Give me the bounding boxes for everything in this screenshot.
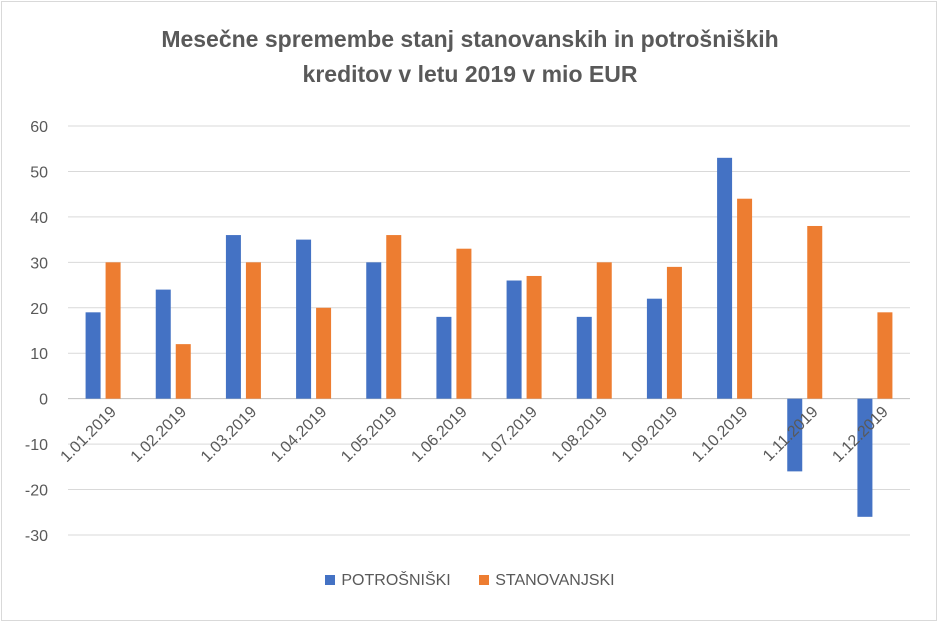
bar-potrosniski [155, 289, 171, 399]
y-tick-label: -10 [25, 437, 48, 454]
x-tick-label: 1.06.2019 [408, 403, 470, 465]
x-tick-label: 1.10.2019 [689, 403, 751, 465]
y-tick-label: 20 [30, 301, 48, 318]
legend-swatch [479, 575, 490, 585]
bar-potrosniski [717, 157, 733, 399]
bar-potrosniski [787, 398, 803, 472]
bar-potrosniski [576, 316, 592, 399]
x-tick-label: 1.09.2019 [619, 403, 681, 465]
y-tick-label: 40 [30, 210, 48, 227]
chart-title: Mesečne spremembe stanj stanovanskih in … [0, 22, 940, 92]
bar-stanovanjski [526, 275, 542, 399]
bar-potrosniski [296, 239, 312, 399]
bar-stanovanjski [386, 235, 402, 399]
legend: POTROŠNIŠKI STANOVANJSKI [0, 572, 940, 590]
bar-stanovanjski [807, 225, 823, 399]
y-tick-label: 50 [30, 164, 48, 181]
bar-potrosniski [366, 262, 382, 399]
bar-stanovanjski [105, 262, 121, 399]
x-tick-label: 1.05.2019 [338, 403, 400, 465]
y-tick-label: 60 [30, 119, 48, 136]
bar-stanovanjski [316, 307, 332, 399]
legend-label: STANOVANJSKI [495, 572, 615, 589]
x-tick-label: 1.07.2019 [479, 403, 541, 465]
bar-potrosniski [225, 235, 241, 399]
y-tick-label: 0 [39, 392, 48, 409]
chart-title-line-2: kreditov v letu 2019 v mio EUR [302, 61, 638, 87]
chart-title-line-1: Mesečne spremembe stanj stanovanskih in … [161, 26, 779, 52]
x-tick-label: 1.02.2019 [128, 403, 190, 465]
bar-stanovanjski [596, 262, 612, 399]
x-tick-label: 1.01.2019 [58, 403, 120, 465]
y-tick-label: -20 [25, 483, 48, 500]
legend-label: POTROŠNIŠKI [341, 572, 451, 589]
y-tick-label: 30 [30, 255, 48, 272]
legend-item-potrosniski: POTROŠNIŠKI [325, 572, 451, 590]
y-tick-label: -30 [25, 528, 48, 545]
bar-stanovanjski [245, 262, 261, 399]
bar-stanovanjski [877, 312, 893, 399]
bar-potrosniski [646, 298, 662, 399]
x-tick-label: 1.04.2019 [268, 403, 330, 465]
y-tick-label: 10 [30, 346, 48, 363]
bar-stanovanjski [175, 344, 191, 399]
bar-stanovanjski [456, 248, 472, 399]
legend-swatch [325, 575, 336, 585]
bar-potrosniski [436, 316, 452, 399]
x-tick-label: 1.08.2019 [549, 403, 611, 465]
x-tick-label: 1.03.2019 [198, 403, 260, 465]
bar-potrosniski [506, 280, 522, 399]
bar-stanovanjski [666, 266, 682, 399]
bar-potrosniski [857, 398, 873, 517]
bar-potrosniski [85, 312, 101, 399]
bar-stanovanjski [737, 198, 753, 399]
legend-item-stanovanjski: STANOVANJSKI [479, 572, 615, 590]
